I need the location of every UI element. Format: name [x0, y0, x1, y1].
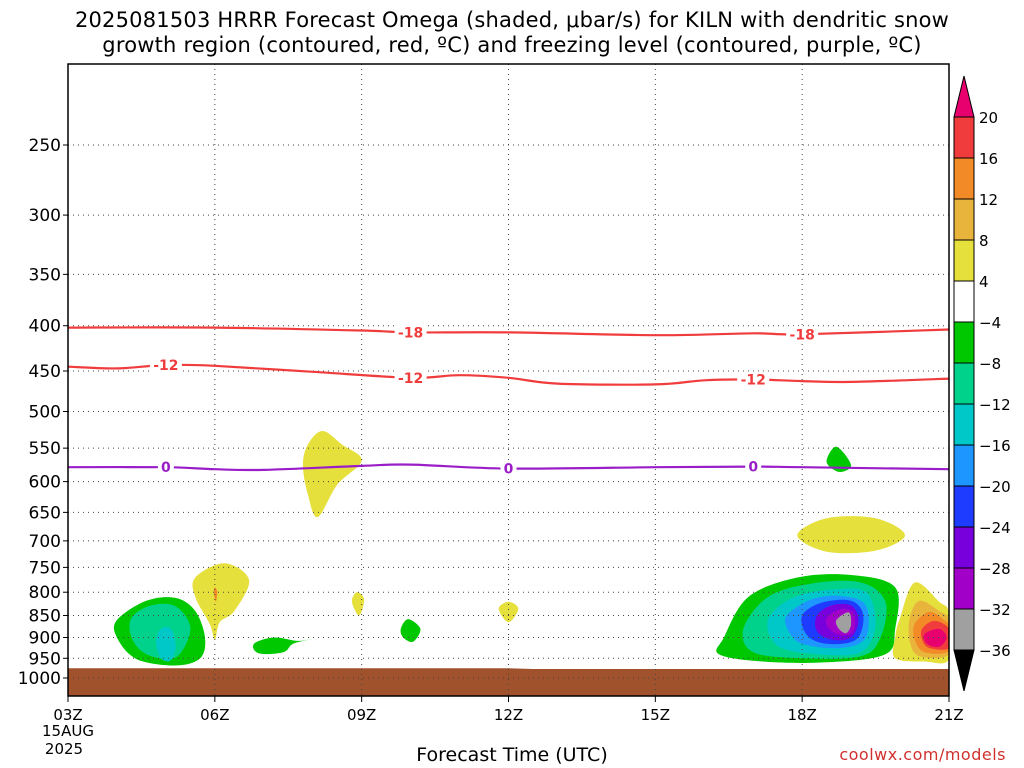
y-tick-label: 350 [29, 265, 61, 285]
colorbar-swatch [953, 116, 975, 159]
y-tick-label: 550 [29, 439, 61, 459]
y-tick-label: 600 [29, 473, 61, 493]
contour-label-bg [500, 460, 517, 477]
chart-title-line-2: growth region (contoured, red, ºC) and f… [102, 33, 922, 57]
y-tick-label: 1000 [18, 669, 61, 689]
colorbar-label: 12 [979, 191, 998, 209]
y-tick-label: 450 [29, 362, 61, 382]
colorbar-swatch [953, 239, 975, 282]
colorbar-swatch [953, 403, 975, 446]
colorbar-label: −32 [979, 601, 1011, 619]
x-tick-label: 03Z [53, 706, 82, 724]
contour-label-bg [737, 371, 770, 388]
colorbar-label: −4 [979, 314, 1001, 332]
y-tick-label: 950 [29, 649, 61, 669]
colorbar-swatch [953, 362, 975, 405]
chart-title-line-1: 2025081503 HRRR Forecast Omega (shaded, … [74, 8, 950, 32]
colorbar-swatch [953, 526, 975, 569]
contour-label-bg [394, 369, 427, 386]
y-tick-label: 650 [29, 503, 61, 523]
colorbar-label: −20 [979, 478, 1011, 496]
y-tick-label: 700 [29, 532, 61, 552]
colorbar-swatch [953, 198, 975, 241]
contour-line [68, 463, 949, 472]
x-tick-label: 15Z [641, 706, 670, 724]
omega-region-neg32 [835, 612, 852, 634]
colorbar-swatch [953, 157, 975, 200]
contour-label-bg [157, 459, 174, 476]
contour-label: 0 [504, 462, 514, 478]
colorbar-label: −36 [979, 642, 1011, 660]
credit-link[interactable]: coolwx.com/models [839, 745, 1006, 764]
y-tick-label: 750 [29, 558, 61, 578]
contour-label: 0 [748, 460, 758, 476]
omega-region-neg4 [400, 619, 421, 643]
y-tick-label: 500 [29, 403, 61, 423]
omega-region-20 [923, 628, 947, 648]
colorbar-swatch [953, 608, 975, 651]
x-tick-label: 12Z [494, 706, 523, 724]
colorbar-bottom-arrow [953, 649, 975, 692]
y-tick-label: 800 [29, 583, 61, 603]
colorbar-label: −16 [979, 437, 1011, 455]
contour-label-bg [745, 458, 762, 475]
colorbar-label: 4 [979, 273, 989, 291]
x-tick-label: 18Z [787, 706, 816, 724]
x-tick-label: 21Z [934, 706, 963, 724]
terrain-band [68, 668, 949, 696]
colorbar-swatch [953, 280, 975, 323]
contour-label: -18 [790, 327, 815, 343]
colorbar-label: −12 [979, 396, 1011, 414]
contour-label: -18 [398, 325, 423, 341]
x-tick-label: 09Z [347, 706, 376, 724]
colorbar-label: 8 [979, 232, 989, 250]
y-tick-label: 300 [29, 206, 61, 226]
colorbar-swatch [953, 444, 975, 487]
x-tick-label: 06Z [200, 706, 229, 724]
colorbar-swatch [953, 485, 975, 528]
omega-region-neg12 [156, 626, 176, 662]
omega-region-4 [498, 601, 519, 623]
omega-region-4 [351, 592, 365, 616]
colorbar-label: −28 [979, 560, 1011, 578]
y-tick-label: 850 [29, 607, 61, 627]
x-date-label-day: 15AUG [42, 722, 94, 740]
colorbar-swatch [953, 321, 975, 364]
y-tick-label: 900 [29, 628, 61, 648]
contour-label-bg [394, 324, 427, 341]
omega-region-4 [192, 563, 250, 640]
omega-region-4 [797, 516, 905, 554]
contour-label-bg [149, 356, 182, 373]
colorbar-top-arrow [953, 75, 975, 118]
contour-label: -12 [153, 358, 178, 374]
y-tick-label: 400 [29, 317, 61, 337]
colorbar-label: −8 [979, 355, 1001, 373]
contour-label: -12 [398, 371, 423, 387]
contour-label-bg [786, 326, 819, 343]
omega-region-8 [213, 587, 218, 602]
x-date-label-year: 2025 [45, 740, 83, 758]
colorbar-label: 16 [979, 150, 998, 168]
x-axis-label: Forecast Time (UTC) [416, 744, 608, 766]
omega-region-neg4 [253, 637, 313, 655]
contour-line [68, 363, 949, 386]
contour-label: -12 [741, 372, 766, 388]
colorbar-label: −24 [979, 519, 1011, 537]
colorbar-label: 20 [979, 109, 998, 127]
omega-region-neg4 [826, 446, 852, 472]
omega-region-4 [302, 431, 362, 518]
contour-label: 0 [161, 460, 171, 476]
colorbar-swatch [953, 567, 975, 610]
y-tick-label: 250 [29, 136, 61, 156]
